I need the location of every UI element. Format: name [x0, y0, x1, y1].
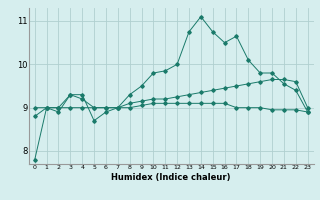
X-axis label: Humidex (Indice chaleur): Humidex (Indice chaleur)	[111, 173, 231, 182]
